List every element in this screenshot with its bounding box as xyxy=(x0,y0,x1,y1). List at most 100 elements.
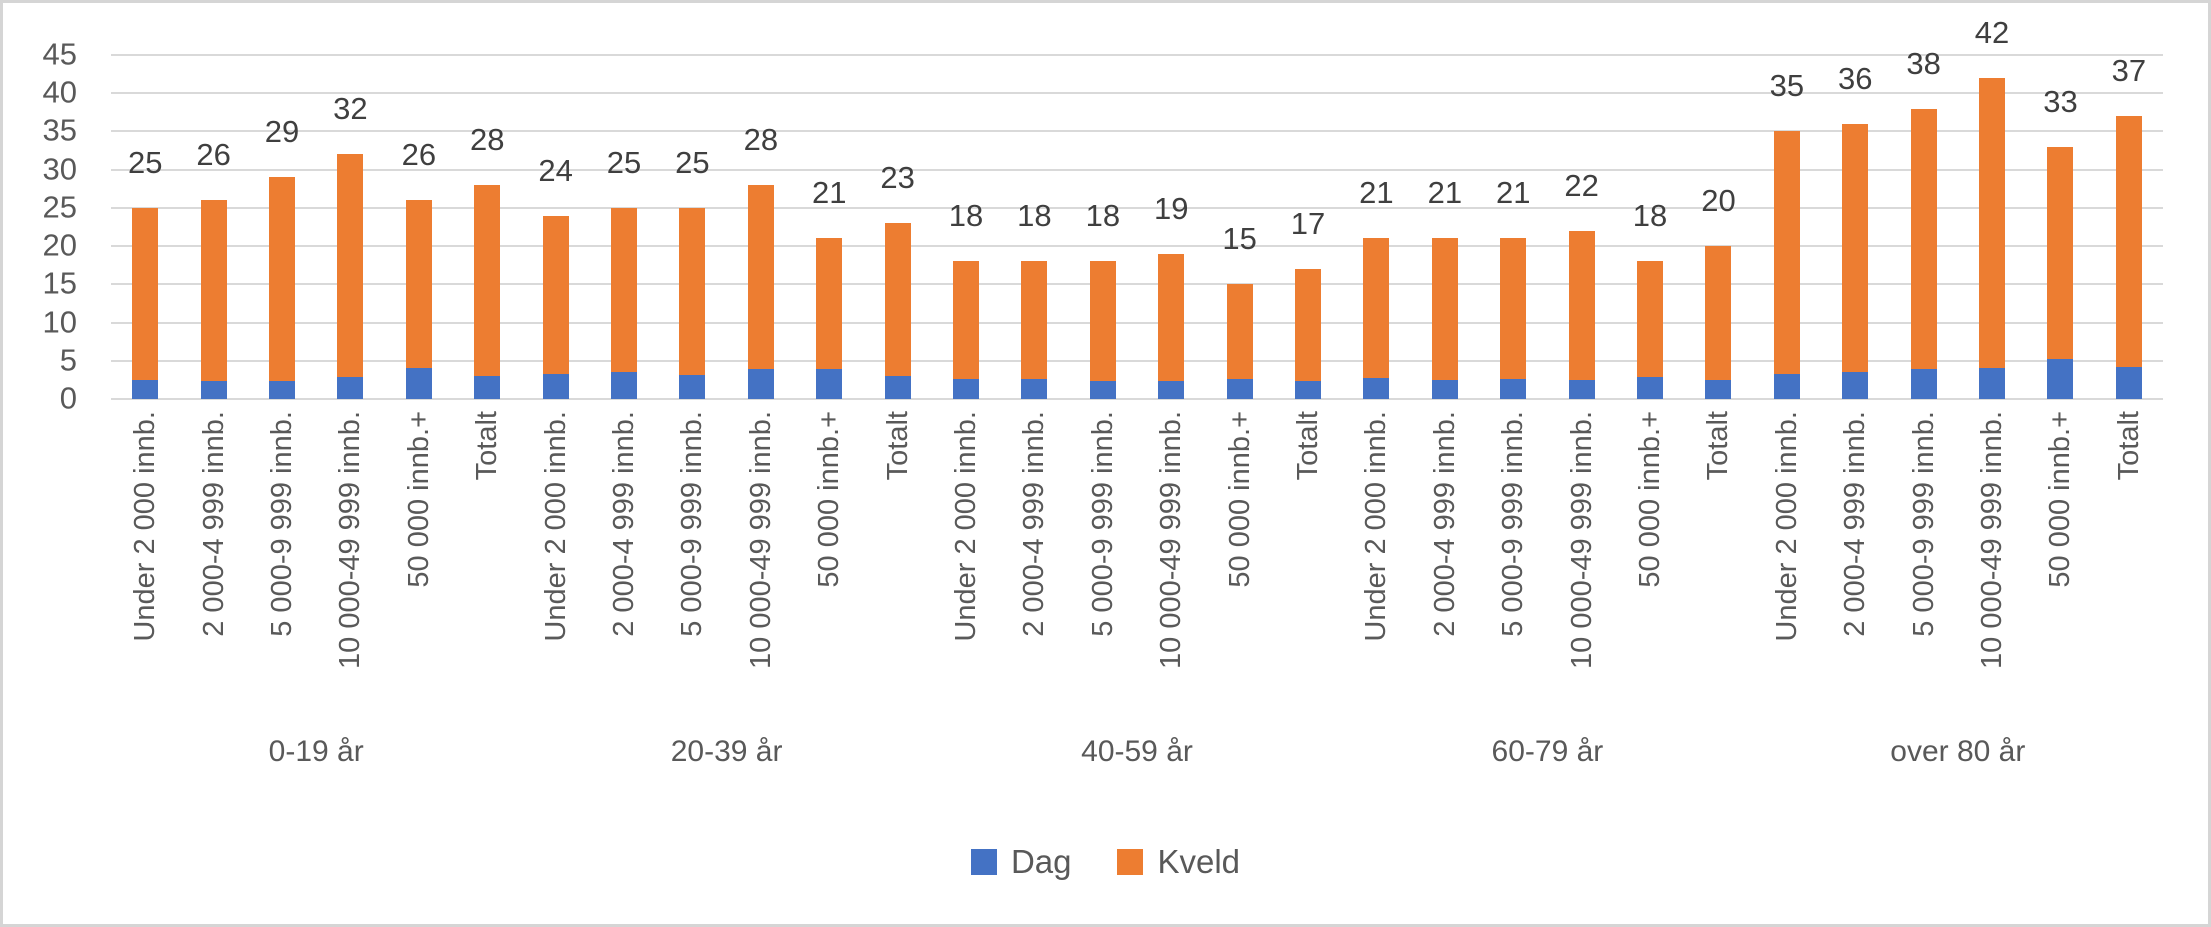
stacked-bar xyxy=(1021,261,1048,399)
stacked-bar xyxy=(542,215,569,399)
bar-segment-kveld xyxy=(816,238,843,370)
bar-segment-kveld xyxy=(1568,230,1595,380)
category-tick-label: 50 000 innb.+ xyxy=(813,411,846,588)
stacked-bar xyxy=(1979,77,2006,399)
legend-swatch-dag xyxy=(970,849,997,875)
bar-total-label: 32 xyxy=(333,91,368,127)
bar-slot: 42 10 000-49 999 innb. xyxy=(1958,17,2026,669)
stacked-bar xyxy=(1226,284,1253,399)
bar-segment-kveld xyxy=(1089,261,1116,381)
bar-slot: 33 50 000 innb.+ xyxy=(2026,55,2094,588)
bar-segment-dag xyxy=(1979,368,2006,399)
bar-segment-dag xyxy=(132,379,159,399)
bar-segment-dag xyxy=(269,381,296,399)
group-label: 20-39 år xyxy=(670,735,783,768)
stacked-bar xyxy=(1637,261,1664,399)
bar-segment-kveld xyxy=(1431,238,1458,380)
bar-segment-dag xyxy=(1910,369,1937,399)
bar-total-label: 18 xyxy=(1017,198,1052,234)
bar-segment-dag xyxy=(1226,379,1253,399)
bar-segment-dag xyxy=(1363,377,1390,399)
bar-slot: 25 Under 2 000 innb. xyxy=(111,55,179,642)
bar-segment-dag xyxy=(747,369,774,399)
bar-slot: 29 5 000-9 999 innb. xyxy=(248,55,316,636)
bar-total-label: 28 xyxy=(469,121,505,157)
group-label: 0-19 år xyxy=(268,735,364,768)
stacked-bar xyxy=(1363,238,1390,399)
category-tick-label: 2 000-4 999 innb. xyxy=(197,411,230,637)
gridline-layer xyxy=(111,54,2163,400)
category-tick-label: 5 000-9 999 innb. xyxy=(1907,411,1940,637)
category-tick-label: 2 000-4 999 innb. xyxy=(1428,411,1461,637)
bar-segment-dag xyxy=(1568,379,1595,399)
y-axis-tick-label: 45 xyxy=(42,36,77,72)
bar-slot: 21 Under 2 000 innb. xyxy=(1342,55,1410,641)
legend-swatch-kveld xyxy=(1117,849,1144,875)
plot-area: 25 Under 2 000 innb. 26 2 000-4 999 innb. 29… xyxy=(111,17,2163,768)
bar-segment-dag xyxy=(474,376,501,399)
bar-segment-kveld xyxy=(1979,77,2006,369)
bar-segment-kveld xyxy=(1773,131,1800,374)
bar-segment-dag xyxy=(679,375,706,399)
bar-segment-kveld xyxy=(542,215,569,374)
category-tick-label: Totalt xyxy=(1291,411,1324,481)
stacked-bar xyxy=(1568,230,1595,399)
legend-item-dag: Dag xyxy=(970,843,1072,881)
stacked-bar xyxy=(1500,238,1527,399)
bar-segment-dag xyxy=(337,376,364,399)
gridline-35 xyxy=(111,130,2163,133)
bar-total-label: 26 xyxy=(196,137,231,173)
stacked-bar xyxy=(611,207,638,399)
stacked-bar xyxy=(405,200,432,399)
bar-total-label: 17 xyxy=(1290,206,1326,242)
category-group-over-80-år: 35 Under 2 000 innb. 36 2 000-4 999 innb. 38… xyxy=(1753,17,2163,768)
bar-slot: 15 50 000 innb.+ xyxy=(1205,55,1273,587)
group-label: 40-59 år xyxy=(1081,735,1193,768)
bar-segment-dag xyxy=(816,369,843,399)
bar-segment-dag xyxy=(405,368,432,399)
y-axis-tick-label: 40 xyxy=(42,74,77,110)
y-axis-tick-label: 35 xyxy=(42,112,77,148)
bar-slot: 18 2 000-4 999 innb. xyxy=(1000,55,1068,636)
bar-segment-kveld xyxy=(679,207,706,376)
bar-slot: 17 Totalt xyxy=(1274,55,1342,480)
bar-segment-dag xyxy=(1500,379,1527,399)
bar-slot: 25 5 000-9 999 innb. xyxy=(658,55,726,637)
stacked-bar xyxy=(1158,253,1185,399)
stacked-bar xyxy=(1089,261,1116,399)
bar-segment-kveld xyxy=(200,200,227,381)
stacked-bar xyxy=(474,184,501,399)
bar-total-label: 21 xyxy=(1427,175,1463,211)
bar-segment-kveld xyxy=(405,200,432,369)
stacked-bar xyxy=(953,261,980,399)
stacked-bar xyxy=(337,154,364,399)
bar-segment-dag xyxy=(2115,366,2142,399)
bar-segment-kveld xyxy=(1842,123,1869,373)
gridline-5 xyxy=(111,359,2163,362)
gridline-15 xyxy=(111,283,2163,286)
category-tick-label: Totalt xyxy=(2112,411,2145,481)
stacked-bar xyxy=(679,207,706,399)
bar-total-label: 18 xyxy=(1632,198,1668,234)
bar-total-label: 26 xyxy=(401,137,437,173)
y-axis-tick-label: 10 xyxy=(42,303,77,339)
bar-slot: 35 Under 2 000 innb. xyxy=(1753,55,1821,641)
bar-segment-dag xyxy=(1431,379,1458,399)
bar-total-label: 15 xyxy=(1222,221,1257,257)
y-axis-tick-label: 20 xyxy=(42,227,77,263)
stacked-bar xyxy=(1910,108,1937,399)
bar-segment-dag xyxy=(1158,380,1185,399)
legend-item-kveld: Kveld xyxy=(1117,843,1240,881)
stacked-bar xyxy=(269,177,296,399)
category-tick-label: Under 2 000 innb. xyxy=(949,411,982,642)
legend-label-kveld: Kveld xyxy=(1157,843,1241,880)
bar-total-label: 42 xyxy=(1974,14,2010,50)
bar-segment-kveld xyxy=(1363,238,1390,378)
legend-label-dag: Dag xyxy=(1010,843,1072,880)
bar-slot: 26 2 000-4 999 innb. xyxy=(179,55,247,637)
y-axis-tick-label: 5 xyxy=(59,342,77,378)
category-tick-label: 2 000-4 999 innb. xyxy=(1018,411,1051,637)
bar-segment-kveld xyxy=(2115,116,2142,367)
bar-segment-dag xyxy=(884,376,911,399)
bar-slot: 38 5 000-9 999 innb. xyxy=(1889,48,1957,637)
